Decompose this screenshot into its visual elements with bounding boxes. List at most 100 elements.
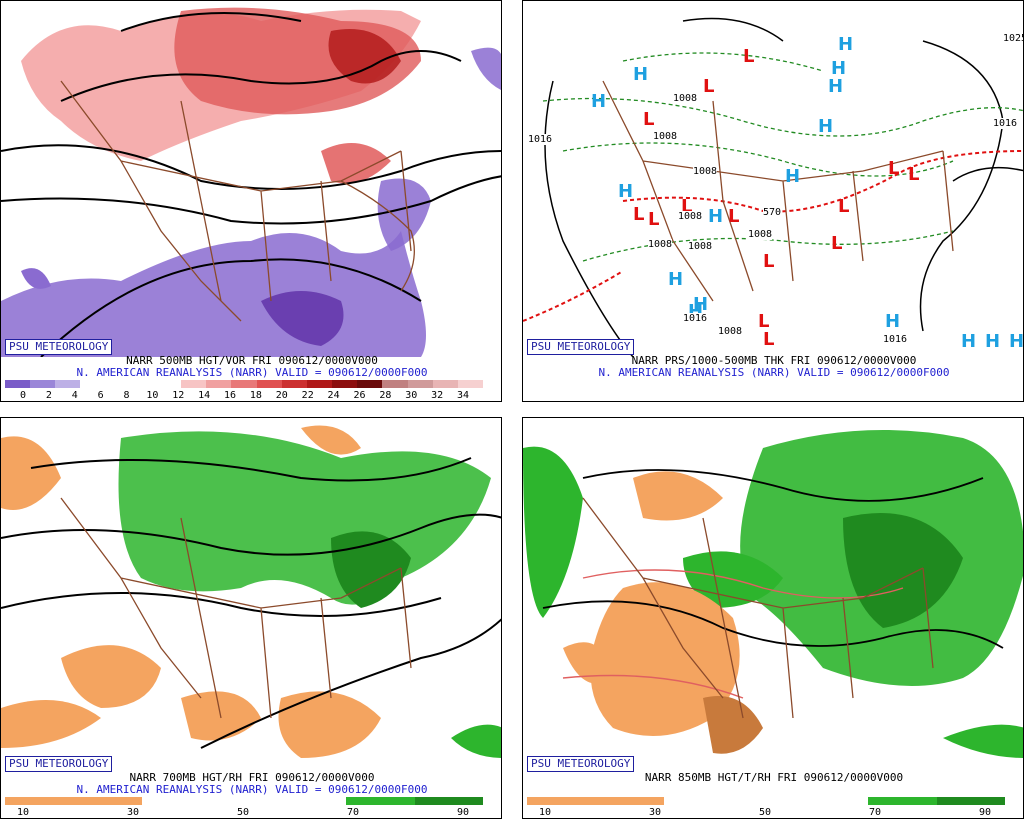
colorbar-swatch — [155, 380, 182, 388]
colorbar-swatch — [800, 797, 869, 805]
colorbar-swatch — [181, 380, 207, 388]
colorbar-tick-label: 30 — [405, 390, 418, 401]
colorbar-swatch — [278, 797, 347, 805]
colorbar-swatch — [936, 797, 1005, 805]
colorbar-tick-label: 14 — [198, 390, 211, 401]
colorbar-tick-label: 8 — [123, 390, 130, 401]
high-pressure-label: H — [591, 91, 607, 112]
colorbar-swatch — [281, 380, 307, 388]
high-pressure-label: H — [618, 181, 634, 202]
isobar-label: 1008 — [688, 241, 713, 252]
colorbar-swatch — [206, 380, 232, 388]
colorbar-tick-label: 4 — [71, 390, 78, 401]
colorbar-swatch — [527, 797, 596, 805]
low-pressure-label: L — [758, 311, 770, 332]
panel-surface: H H H H H H H H H H H H H H H H L L L L L L L L L L L L L L 1016 1008 10… — [522, 0, 1024, 402]
colorbar-tick-label: 20 — [275, 390, 288, 401]
colorbar-tick-label: 24 — [327, 390, 340, 401]
high-pressure-label: H — [838, 34, 854, 55]
colorbar-swatch — [407, 380, 433, 388]
colorbar-tick-label: 30 — [126, 807, 140, 818]
low-pressure-label: L — [728, 206, 740, 227]
isobar-label: 1008 — [673, 93, 698, 104]
low-pressure-label: L — [908, 164, 920, 185]
credit-label: PSU METEOROLOGY — [5, 339, 113, 355]
panel-title: NARR 700MB HGT/RH FRI 090612/0000V000 — [129, 771, 375, 784]
colorbar-tick-label: 70 — [868, 807, 882, 818]
colorbar-swatch — [457, 380, 483, 388]
colorbar — [5, 797, 483, 805]
colorbar-swatch — [209, 797, 279, 805]
colorbar-tick-label: 70 — [346, 807, 360, 818]
colorbar-swatch — [382, 380, 408, 388]
colorbar — [5, 380, 483, 388]
colorbar-tick-label: 12 — [172, 390, 185, 401]
isobar-label: 1016 — [528, 134, 553, 145]
colorbar-tick-label: 30 — [648, 807, 662, 818]
colorbar-ticks: 10 30 50 70 90 — [523, 807, 1023, 818]
colorbar-swatch — [105, 380, 131, 388]
low-pressure-label: L — [648, 209, 660, 230]
low-pressure-label: L — [633, 204, 645, 225]
colorbar-swatch — [595, 797, 664, 805]
colorbar-swatch — [332, 380, 358, 388]
isobar-label: 1025 — [1003, 33, 1023, 44]
isobar-label: 1016 — [683, 313, 708, 324]
colorbar-tick-label: 90 — [456, 807, 470, 818]
low-pressure-label: L — [838, 196, 850, 217]
colorbar-tick-label: 50 — [236, 807, 250, 818]
colorbar-tick-label: 26 — [353, 390, 366, 401]
high-pressure-label: H — [985, 331, 1001, 352]
panel-title: NARR PRS/1000-500MB THK FRI 090612/0000V… — [631, 354, 917, 367]
credit-label: PSU METEOROLOGY — [5, 756, 113, 772]
panel-850mb: PSU METEOROLOGY NARR 850MB HGT/T/RH FRI … — [522, 417, 1024, 819]
colorbar-tick-label: 2 — [45, 390, 52, 401]
credit-label: PSU METEOROLOGY — [527, 756, 635, 772]
colorbar-tick-label: 10 — [16, 807, 30, 818]
colorbar-tick-label: 0 — [19, 390, 27, 401]
isobar-label: 1008 — [648, 239, 673, 250]
map-500mb — [1, 7, 501, 357]
panel-title: NARR 500MB HGT/VOR FRI 090612/0000V000 — [126, 354, 378, 367]
colorbar-tick-label: 34 — [456, 390, 470, 401]
low-pressure-label: L — [681, 196, 693, 217]
colorbar-swatch — [868, 797, 937, 805]
colorbar-tick-label: 10 — [146, 390, 159, 401]
colorbar-tick-label: 10 — [538, 807, 552, 818]
panel-700mb: PSU METEOROLOGY NARR 700MB HGT/RH FRI 09… — [0, 417, 502, 819]
panel-subtitle: N. AMERICAN REANALYSIS (NARR) VALID = 09… — [76, 366, 428, 379]
isobar-label: 1008 — [748, 229, 773, 240]
colorbar-swatch — [432, 380, 458, 388]
colorbar-swatch — [357, 380, 383, 388]
colorbar-swatch — [80, 380, 106, 388]
high-pressure-label: H — [1009, 331, 1024, 352]
colorbar-swatch — [663, 797, 732, 805]
high-pressure-label: H — [785, 166, 801, 187]
low-pressure-label: L — [763, 329, 775, 350]
isobar-label: 1008 — [653, 131, 678, 142]
low-pressure-label: L — [643, 109, 655, 130]
high-pressure-label: H — [828, 76, 844, 97]
colorbar-tick-label: 6 — [97, 390, 104, 401]
panel-500mb: PSU METEOROLOGY NARR 500MB HGT/VOR FRI 0… — [0, 0, 502, 402]
map-850mb — [523, 430, 1023, 758]
colorbar-tick-label: 32 — [431, 390, 444, 401]
colorbar-tick-label: 90 — [978, 807, 992, 818]
colorbar-tick-label: 18 — [249, 390, 262, 401]
colorbar-swatch — [346, 797, 415, 805]
colorbar-tick-label: 16 — [224, 390, 237, 401]
panel-subtitle: N. AMERICAN REANALYSIS (NARR) VALID = 09… — [598, 366, 950, 379]
colorbar-swatch — [130, 380, 156, 388]
high-pressure-label: H — [633, 64, 649, 85]
high-pressure-label: H — [818, 116, 834, 137]
colorbar-swatch — [731, 797, 801, 805]
colorbar-swatch — [141, 797, 210, 805]
isobar-label: 1016 — [883, 334, 908, 345]
isobar-label: 1008 — [693, 166, 718, 177]
colorbar — [527, 797, 1005, 805]
colorbar-swatch — [73, 797, 142, 805]
colorbar-tick-label: 28 — [379, 390, 392, 401]
colorbar-swatch — [5, 797, 74, 805]
isobar-label: 1016 — [993, 118, 1018, 129]
low-pressure-label: L — [888, 158, 900, 179]
